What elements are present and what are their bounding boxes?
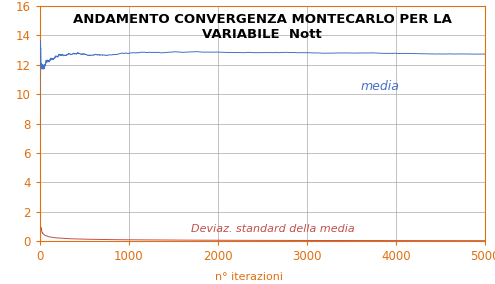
X-axis label: n° iterazioni: n° iterazioni bbox=[215, 272, 283, 282]
Text: media: media bbox=[360, 80, 399, 93]
Text: Deviaz. standard della media: Deviaz. standard della media bbox=[191, 224, 355, 234]
Text: ANDAMENTO CONVERGENZA MONTECARLO PER LA
VARIABILE  Nott: ANDAMENTO CONVERGENZA MONTECARLO PER LA … bbox=[73, 13, 452, 41]
